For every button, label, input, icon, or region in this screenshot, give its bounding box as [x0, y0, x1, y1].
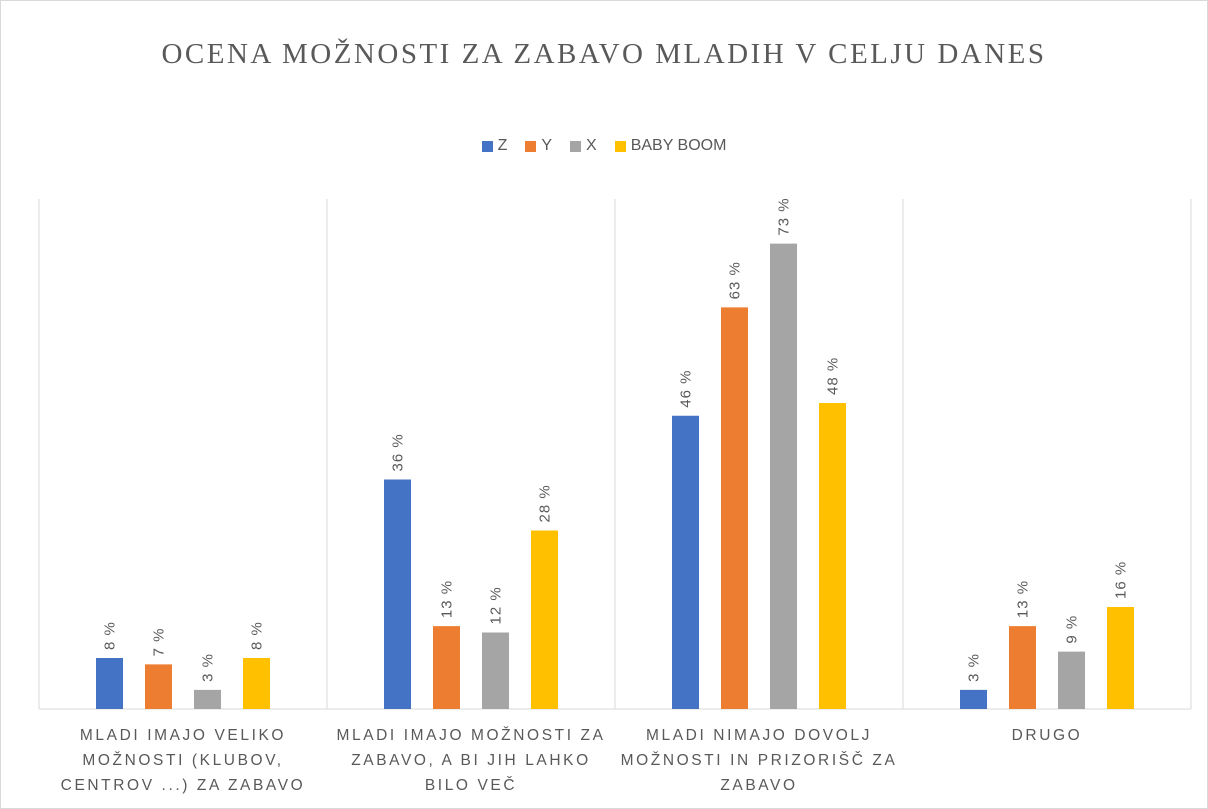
legend-item: Z	[481, 137, 508, 155]
x-tick-label: MLADI IMAJO MOŽNOSTI ZA ZABAVO, A BI JIH…	[336, 727, 606, 794]
data-label: 3 %	[200, 653, 217, 682]
data-label: 13 %	[439, 580, 456, 618]
legend-swatch	[570, 140, 582, 152]
legend: Z Y X BABY BOOM	[1, 137, 1207, 155]
bar	[531, 530, 558, 709]
data-label: 9 %	[1064, 615, 1081, 644]
legend-item: Y	[525, 137, 552, 155]
legend-label: Y	[541, 137, 553, 154]
legend-item: BABY BOOM	[614, 137, 727, 155]
legend-label: X	[586, 137, 597, 154]
bar	[384, 479, 411, 709]
data-label: 48 %	[825, 357, 842, 395]
bar	[145, 664, 172, 709]
legend-swatch	[525, 140, 537, 152]
data-label: 12 %	[488, 586, 505, 624]
data-label: 46 %	[678, 370, 695, 408]
legend-label: Z	[497, 137, 508, 154]
x-tick-label: DRUGO	[1011, 727, 1083, 744]
legend-swatch	[481, 140, 493, 152]
x-tick-label: MLADI IMAJO VELIKO MOŽNOSTI (KLUBOV, CEN…	[60, 727, 306, 794]
data-label: 13 %	[1015, 580, 1032, 618]
bar	[770, 243, 797, 709]
bar	[960, 689, 987, 709]
bar	[96, 658, 123, 709]
legend-item: X	[570, 137, 597, 155]
data-label: 28 %	[537, 484, 554, 522]
legend-label: BABY BOOM	[630, 137, 727, 154]
bar	[819, 403, 846, 709]
data-label: 16 %	[1113, 561, 1130, 599]
bar	[1107, 607, 1134, 709]
bar	[672, 415, 699, 709]
bar	[482, 632, 509, 709]
bar	[243, 658, 270, 709]
data-label: 8 %	[249, 621, 266, 650]
legend-swatch	[614, 140, 626, 152]
data-label: 36 %	[390, 433, 407, 471]
bar	[1058, 651, 1085, 709]
data-label: 63 %	[727, 261, 744, 299]
chart-title: OCENA MOŽNOSTI ZA ZABAVO MLADIH V CELJU …	[161, 38, 1047, 70]
bar	[721, 307, 748, 709]
bar	[194, 689, 221, 709]
bar	[433, 626, 460, 709]
data-label: 73 %	[776, 197, 793, 235]
bar	[1009, 626, 1036, 709]
data-label: 7 %	[151, 628, 168, 657]
x-tick-label: MLADI NIMAJO DOVOLJ MOŽNOSTI IN PRIZORIŠ…	[620, 727, 898, 794]
data-label: 8 %	[102, 621, 119, 650]
data-label: 3 %	[966, 653, 983, 682]
